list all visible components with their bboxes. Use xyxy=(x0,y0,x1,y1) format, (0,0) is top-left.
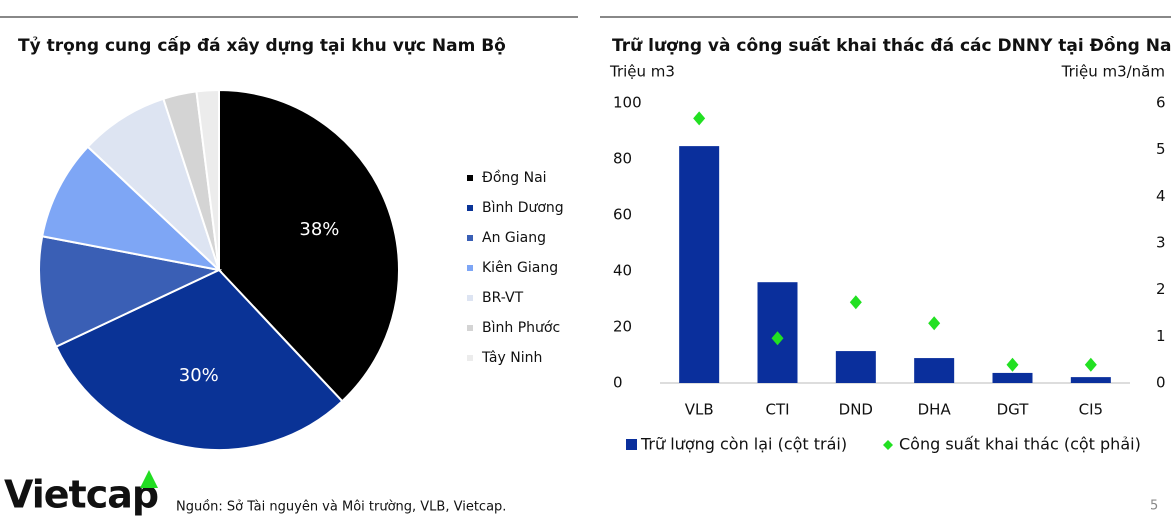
y2-axis-label: Triệu m3/năm xyxy=(1061,63,1165,81)
x-tick-label: CTI xyxy=(765,401,789,419)
y2-tick-label: 0 xyxy=(1156,374,1166,392)
y-tick-label: 80 xyxy=(613,150,632,168)
legend-label: Trữ lượng còn lại (cột trái) xyxy=(640,435,847,454)
legend-swatch xyxy=(467,355,473,361)
legend-label: BR-VT xyxy=(482,290,524,306)
y2-tick-label: 6 xyxy=(1156,94,1166,112)
x-tick-label: DND xyxy=(839,401,873,419)
legend-label: Đồng Nai xyxy=(482,169,547,186)
page-number: 5 xyxy=(1150,499,1158,514)
y-tick-label: 0 xyxy=(613,374,623,392)
bar xyxy=(992,372,1033,383)
legend-swatch xyxy=(467,235,473,241)
x-tick-label: DGT xyxy=(997,401,1030,419)
data-label: 30% xyxy=(179,365,219,386)
legend-swatch xyxy=(467,295,473,301)
source: Nguồn: Sở Tài nguyên và Môi trường, VLB,… xyxy=(176,500,506,515)
pie-slice xyxy=(38,235,223,348)
marker xyxy=(693,111,706,126)
pie-slice xyxy=(218,88,400,403)
legend-label: Bình Phước xyxy=(482,320,560,336)
y2-tick-label: 3 xyxy=(1156,234,1166,252)
legend-label: Tây Ninh xyxy=(481,350,542,366)
pie-slice xyxy=(54,268,344,451)
legend-swatch xyxy=(467,205,473,211)
y2-tick-label: 2 xyxy=(1156,280,1166,298)
y2-tick-label: 4 xyxy=(1156,187,1166,205)
legend-swatch xyxy=(883,440,893,450)
bar xyxy=(1070,377,1111,383)
y2-tick-label: 1 xyxy=(1156,327,1166,345)
chart-title: Trữ lượng và công suất khai thác đá các … xyxy=(612,35,1171,56)
marker xyxy=(849,295,862,310)
chart-title: Tỷ trọng cung cấp đá xây dựng tại khu vự… xyxy=(18,35,506,56)
marker xyxy=(928,316,941,331)
bar xyxy=(914,358,955,383)
bar xyxy=(835,351,876,383)
legend-label: Kiên Giang xyxy=(482,260,558,276)
legend-label: Công suất khai thác (cột phải) xyxy=(899,435,1141,454)
x-tick-label: VLB xyxy=(685,401,714,419)
legend-label: An Giang xyxy=(482,230,546,246)
legend-label: Bình Dương xyxy=(482,200,564,216)
legend-swatch xyxy=(467,325,473,331)
marker xyxy=(771,331,784,346)
marker xyxy=(1084,357,1097,372)
logo-icon xyxy=(140,470,158,488)
marker xyxy=(1006,357,1019,372)
pie-slice xyxy=(195,88,220,271)
legend-swatch xyxy=(626,439,637,450)
y-axis-label: Triệu m3 xyxy=(609,63,675,81)
y-tick-label: 20 xyxy=(613,318,632,336)
legend-swatch xyxy=(467,265,473,271)
x-tick-label: CI5 xyxy=(1079,401,1103,419)
pie-slice xyxy=(86,97,220,271)
y-tick-label: 40 xyxy=(613,262,632,280)
logo: Vietcap xyxy=(4,473,158,517)
y2-tick-label: 5 xyxy=(1156,140,1166,158)
y-tick-label: 60 xyxy=(613,206,632,224)
data-label: 38% xyxy=(299,219,339,240)
legend-swatch xyxy=(467,175,473,181)
y-tick-label: 100 xyxy=(613,94,642,112)
x-tick-label: DHA xyxy=(918,401,952,419)
pie-slice xyxy=(41,145,223,272)
bar xyxy=(679,146,720,383)
